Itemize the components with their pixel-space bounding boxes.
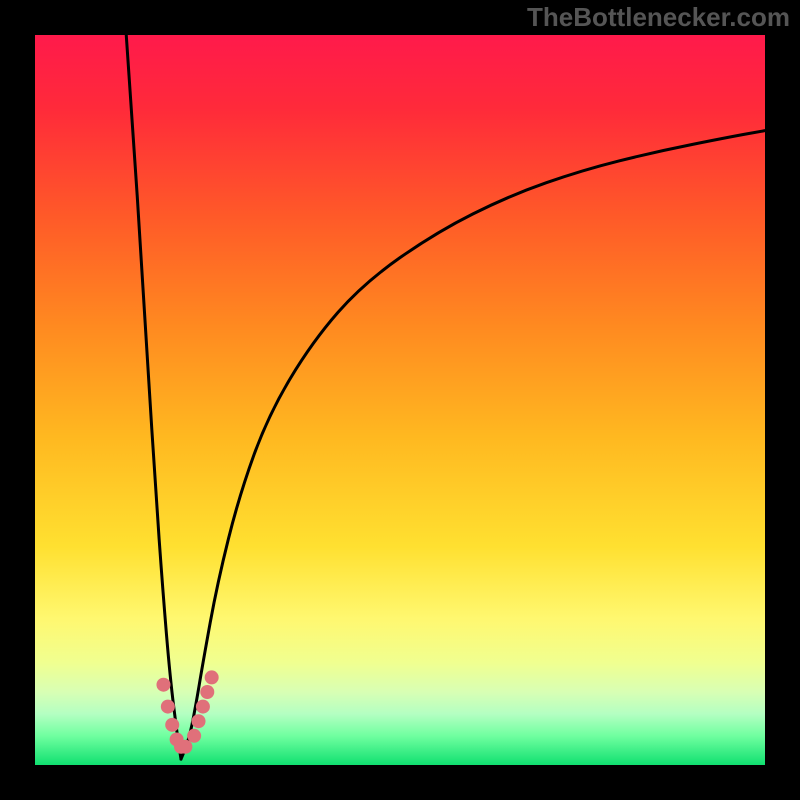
marker-dot xyxy=(156,678,170,692)
attribution-text: TheBottlenecker.com xyxy=(527,2,790,33)
marker-dot xyxy=(196,700,210,714)
marker-dot xyxy=(165,718,179,732)
chart-container: TheBottlenecker.com xyxy=(0,0,800,800)
marker-dot xyxy=(192,714,206,728)
gradient-background xyxy=(35,35,765,765)
marker-dot xyxy=(187,729,201,743)
marker-dot xyxy=(161,700,175,714)
plot-area xyxy=(35,35,765,765)
marker-dot xyxy=(200,685,214,699)
marker-dot xyxy=(205,670,219,684)
marker-dot xyxy=(178,740,192,754)
plot-svg xyxy=(35,35,765,765)
